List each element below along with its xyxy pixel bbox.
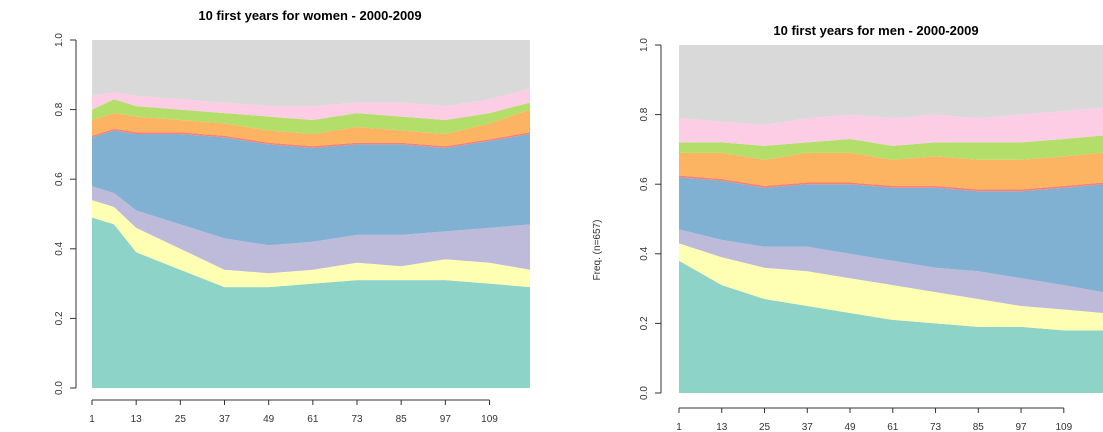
area-layer-8 <box>679 107 1103 146</box>
axes: 0.0 0.2 0.4 0.6 0.8 1.0 1 13 25 37 49 61 73 85 97 109 <box>639 38 1073 432</box>
x-tick-label: 1 <box>89 414 95 425</box>
x-tick-label: 61 <box>307 414 319 425</box>
area-layer-4 <box>92 130 530 246</box>
men-chart-panel: 10 first years for men - 2000-2009 Freq.… <box>551 0 1103 432</box>
x-tick-label: 13 <box>716 422 728 432</box>
area-layer-7 <box>679 135 1103 160</box>
area-layer-9 <box>679 45 1103 125</box>
x-tick-label: 49 <box>263 414 275 425</box>
area-layers <box>679 45 1103 393</box>
area-layer-1 <box>92 217 530 388</box>
y-axis-label: Freq. (n=657) <box>592 220 603 281</box>
men-chart: 10 first years for men - 2000-2009 Freq.… <box>592 23 1103 432</box>
area-layer-8 <box>92 88 530 120</box>
x-tick-label: 25 <box>175 414 187 425</box>
x-tick-label: 73 <box>930 422 942 432</box>
x-tick-label: 109 <box>481 414 498 425</box>
y-tick-label: 0.8 <box>54 102 65 116</box>
area-layer-4 <box>679 177 1103 293</box>
area-layer-7 <box>92 99 530 134</box>
y-tick-label: 0.8 <box>639 107 650 121</box>
area-layer-6 <box>92 109 530 147</box>
y-tick-label: 0.6 <box>54 172 65 186</box>
y-tick-label: 1.0 <box>54 33 65 47</box>
x-tick-label: 109 <box>1055 422 1072 432</box>
x-tick-label: 25 <box>759 422 771 432</box>
y-tick-label: 0.0 <box>639 386 650 400</box>
x-tick-label: 97 <box>440 414 452 425</box>
area-layer-3 <box>92 186 530 274</box>
x-tick-label: 61 <box>887 422 899 432</box>
x-tick-label: 85 <box>973 422 985 432</box>
y-tick-label: 0.4 <box>639 246 650 260</box>
area-layer-1 <box>679 260 1103 393</box>
chart-title: 10 first years for women - 2000-2009 <box>198 8 421 23</box>
y-tick-label: 1.0 <box>639 38 650 52</box>
x-tick-label: 13 <box>131 414 143 425</box>
women-chart-panel: 10 first years for women - 2000-2009 0.0… <box>0 0 551 432</box>
axes: 0.0 0.2 0.4 0.6 0.8 1.0 1 13 25 37 49 61 73 85 97 109 <box>54 33 498 425</box>
x-tick-label: 85 <box>396 414 408 425</box>
area-layer-2 <box>92 200 530 288</box>
y-tick-label: 0.4 <box>54 241 65 255</box>
x-tick-label: 37 <box>219 414 231 425</box>
area-layer-3 <box>679 229 1103 313</box>
chart-title: 10 first years for men - 2000-2009 <box>773 23 978 38</box>
y-tick-label: 0.2 <box>54 311 65 325</box>
x-tick-label: 97 <box>1015 422 1027 432</box>
y-tick-label: 0.6 <box>639 177 650 191</box>
x-tick-label: 1 <box>676 422 682 432</box>
y-tick-label: 0.0 <box>54 381 65 395</box>
area-layer-2 <box>679 243 1103 331</box>
area-layers <box>92 40 530 388</box>
area-layer-9 <box>92 40 530 107</box>
women-chart: 10 first years for women - 2000-2009 0.0… <box>54 8 530 425</box>
x-tick-label: 49 <box>844 422 856 432</box>
x-tick-label: 37 <box>802 422 814 432</box>
y-tick-label: 0.2 <box>639 316 650 330</box>
area-layer-6 <box>679 152 1103 190</box>
x-tick-label: 73 <box>351 414 363 425</box>
